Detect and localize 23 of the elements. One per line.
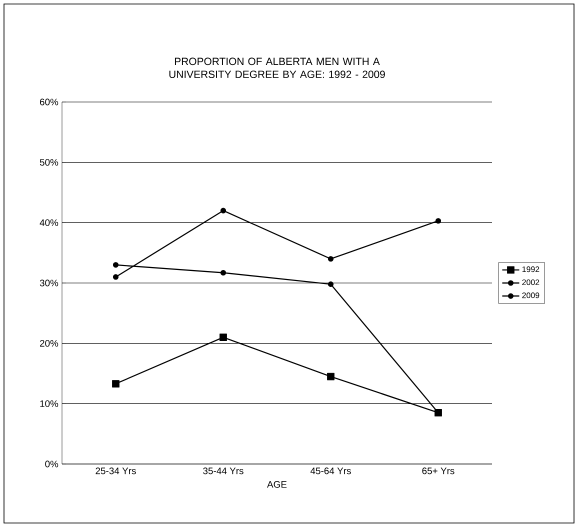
y-tick-label: 10% [40, 400, 58, 408]
y-tick-label: 20% [40, 340, 58, 347]
y-tick-label: 50% [40, 158, 58, 166]
y-tick-label: 60% [40, 98, 58, 106]
x-axis-title: AGE [267, 481, 287, 488]
point [328, 256, 334, 262]
point [112, 274, 119, 280]
point [112, 380, 120, 388]
y-tick-label: 30% [40, 280, 58, 286]
point [220, 270, 226, 276]
y-tick-label: 40% [40, 219, 58, 226]
point [435, 218, 442, 224]
point [220, 208, 226, 214]
point [112, 262, 119, 268]
point [327, 372, 334, 380]
x-tick-label: 65+ Yrs [422, 468, 454, 474]
chart-title: PROPORTION OF ALBERTA MEN WITH A UNIVERSITY DEGREE BY AGE: 1992 - 2009 [169, 58, 385, 78]
x-tick-label: 45-64 Yrs [310, 468, 351, 474]
y-tick-label: 0% [45, 460, 58, 468]
point [328, 281, 334, 287]
point [220, 334, 227, 341]
x-tick-label: 25-34 Yrs [96, 468, 136, 474]
x-tick-label: 35-44 Yrs [203, 468, 244, 474]
